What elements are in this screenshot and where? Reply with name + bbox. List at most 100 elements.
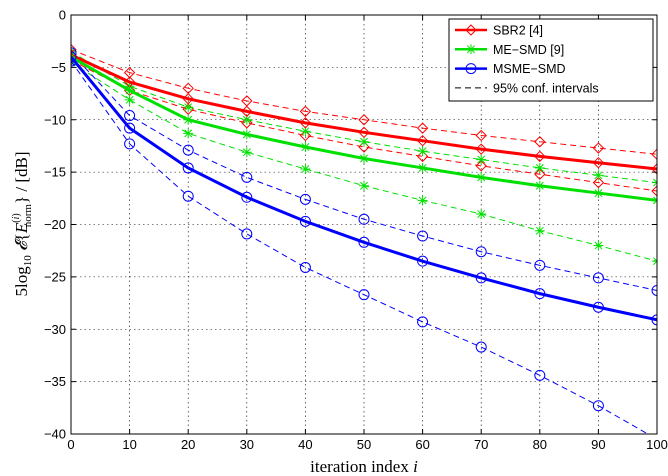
data-point-asterisk [241,147,252,158]
data-point-asterisk [534,162,545,173]
data-point-circle [182,144,194,156]
data-point-diamond [651,163,657,175]
data-point-diamond [299,129,312,142]
data-point-diamond [534,136,546,148]
data-point-diamond [475,129,487,142]
data-point-diamond [358,126,370,139]
data-point-diamond [592,176,605,189]
data-point-circle [358,236,370,248]
ticks: 0 10 20 30 40 50 60 70 80 90 100 0 −5 −10 −15 −20 −25 −30… [44,8,668,453]
x-tick-label: 80 [533,437,547,452]
y-tick-label: 0 [59,8,66,23]
legend: SBR2 [4] ME−SMD [9] MSME−SMD 95% conf. inte… [448,18,654,102]
data-point-asterisk [417,162,428,173]
y-tick-label: −25 [44,269,66,284]
data-point-diamond [241,117,253,129]
data-point-circle [299,215,311,227]
y-tick-label: −40 [44,427,66,442]
data-point-circle [124,122,136,134]
data-point-asterisk [652,177,657,188]
data-point-asterisk [241,114,252,125]
data-point-diamond [592,142,605,154]
data-point-circle [71,47,77,59]
data-point-diamond [416,134,429,147]
x-axis-label: iteration index i [310,457,418,476]
x-tick-label: 30 [240,437,254,452]
data-point-circle [182,190,194,202]
data-point-circle [299,261,311,273]
data-point-asterisk [534,180,545,191]
x-tick-label: 60 [415,437,429,452]
data-point-circle [475,341,487,353]
data-point-circle [417,230,429,242]
data-point-circle [241,171,253,183]
y-tick-label: −20 [44,217,66,232]
data-point-diamond [475,143,487,155]
data-point-asterisk [183,128,194,139]
x-tick-label: 100 [646,437,668,452]
data-point-circle [417,255,429,267]
data-point-asterisk [476,172,487,183]
legend-label: MSME−SMD [493,62,566,76]
data-point-circle [358,213,370,225]
data-point-circle [182,162,194,174]
data-point-diamond [241,105,253,118]
data-point-diamond [465,24,477,36]
confidence-interval-line [71,59,657,192]
data-point-asterisk [300,163,311,174]
data-point-asterisk [593,170,604,181]
data-point-diamond [651,185,657,197]
data-point-diamond [358,114,370,126]
data-point-asterisk [652,256,657,267]
data-point-circle [417,316,429,328]
data-point-circle [534,369,546,381]
series-line [71,55,657,322]
x-tick-label: 10 [122,437,136,452]
data-point-circle [592,400,604,412]
data-point-diamond [534,168,546,180]
data-point-diamond [299,105,312,118]
x-tick-label: 70 [474,437,488,452]
data-point-diamond [299,117,312,129]
data-point-circle [475,272,487,284]
data-point-asterisk [417,195,428,206]
data-point-circle [124,138,136,150]
data-point-asterisk [534,225,545,236]
data-point-asterisk [466,44,476,55]
data-point-diamond [416,122,429,134]
confidence-interval-line [71,60,649,434]
data-point-asterisk [241,129,252,140]
data-point-circle [534,288,546,300]
data-point-asterisk [652,195,657,206]
data-point-circle [534,259,546,271]
data-point-circle [592,301,604,313]
legend-label: 95% conf. intervals [493,81,599,95]
data-point-diamond [651,148,657,161]
data-point-asterisk [359,136,369,147]
data-point-circle [651,284,657,296]
y-axis-label: 5log10 𝓔{E(i)norm} / [dB] [11,151,34,296]
y-tick-label: −15 [44,165,66,180]
x-tick-label: 20 [181,437,195,452]
data-point-circle [299,193,311,205]
series-group [71,43,657,434]
data-point-diamond [475,160,487,172]
data-point-circle [358,289,370,301]
legend-label: ME−SMD [9] [493,43,564,57]
data-point-diamond [182,93,194,105]
data-point-asterisk [183,114,194,125]
x-tick-label: 40 [298,437,312,452]
legend-label: SBR2 [4] [493,24,543,38]
data-point-circle [71,51,77,63]
y-tick-label: −35 [44,374,66,389]
data-point-circle [241,191,253,203]
y-tick-label: −5 [51,60,66,75]
legend-box [448,18,654,102]
data-point-asterisk [124,85,135,96]
data-point-circle [465,63,477,75]
data-point-asterisk [476,154,487,165]
data-point-circle [592,272,604,284]
x-tick-label: 0 [67,437,74,452]
x-tick-label: 50 [357,437,371,452]
